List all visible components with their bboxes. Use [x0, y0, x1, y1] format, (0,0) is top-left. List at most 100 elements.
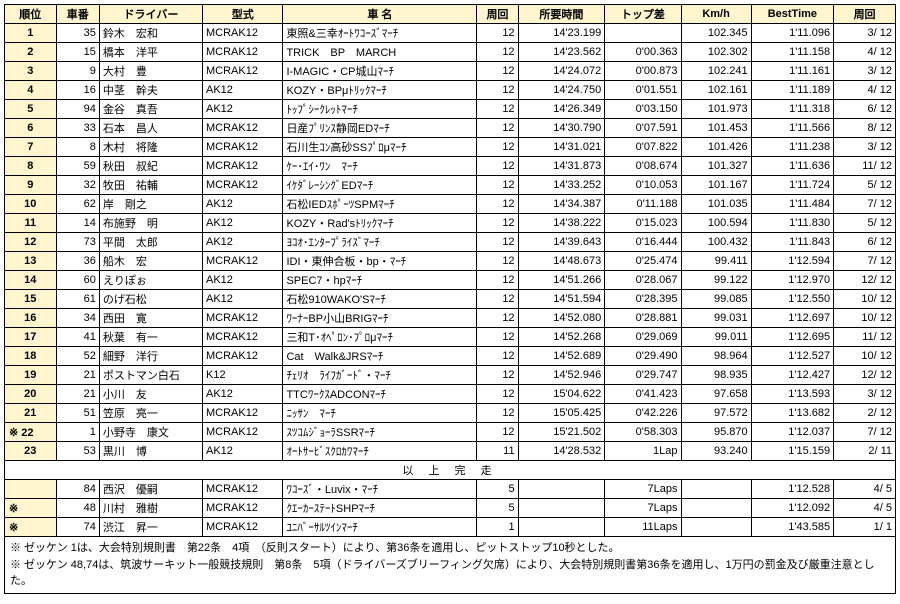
cell-driver: 川村 雅樹: [99, 499, 202, 518]
cell-best: 1'11.238: [751, 138, 834, 157]
table-row: 859秋田 叔紀MCRAK12ｹｰ･ｴｲ･ﾜﾝ ﾏｰﾁ1214'31.8730'…: [5, 157, 896, 176]
cell-gap: 0'11.188: [605, 195, 681, 214]
cell-bestlap: 1/ 1: [834, 518, 896, 537]
cell-time: 14'23.562: [518, 43, 605, 62]
cell-carname: TRICK BP MARCH: [283, 43, 477, 62]
cell-gap: 0'10.053: [605, 176, 681, 195]
cell-rank: 14: [5, 271, 57, 290]
cell-rank: 13: [5, 252, 57, 271]
cell-model: MCRAK12: [203, 518, 283, 537]
cell-kmh: 99.411: [681, 252, 751, 271]
cell-bestlap: 3/ 12: [834, 385, 896, 404]
cell-driver: 黒川 博: [99, 442, 202, 461]
cell-driver: のげ石松: [99, 290, 202, 309]
cell-bestlap: 12/ 12: [834, 366, 896, 385]
cell-gap: 7Laps: [605, 499, 681, 518]
cell-laps: 12: [477, 43, 518, 62]
cell-driver: 笠原 亮一: [99, 404, 202, 423]
cell-model: MCRAK12: [203, 480, 283, 499]
cell-carname: KOZY・BPμﾄﾘｯｸﾏｰﾁ: [283, 81, 477, 100]
cell-bestlap: 7/ 12: [834, 423, 896, 442]
cell-model: MCRAK12: [203, 252, 283, 271]
cell-bestlap: 7/ 12: [834, 195, 896, 214]
cell-best: 1'11.096: [751, 24, 834, 43]
note-line: ※ ゼッケン 1は、大会特別規則書 第22条 4項 （反則スタート）により、第3…: [10, 540, 890, 557]
cell-time: 15'04.622: [518, 385, 605, 404]
cell-best: 1'11.843: [751, 233, 834, 252]
note-line: ※ ゼッケン 48,74は、筑波サーキット一般競技規則 第8条 5項（ドライバー…: [10, 557, 890, 590]
table-row: 39大村 豊MCRAK12I-MAGIC・CP城山ﾏｰﾁ1214'24.0720…: [5, 62, 896, 81]
cell-kmh: 100.594: [681, 214, 751, 233]
cell-gap: 0'00.873: [605, 62, 681, 81]
cell-carno: 41: [56, 328, 99, 347]
cell-bestlap: 3/ 12: [834, 24, 896, 43]
cell-driver: 石本 昌人: [99, 119, 202, 138]
cell-gap: 7Laps: [605, 480, 681, 499]
cell-bestlap: 7/ 12: [834, 252, 896, 271]
cell-carname: ｵｰﾄｻｰﾋﾞｽｸﾛｶﾜﾏｰﾁ: [283, 442, 477, 461]
cell-kmh: [681, 518, 751, 537]
cell-laps: 5: [477, 480, 518, 499]
cell-carno: 84: [56, 480, 99, 499]
cell-best: 1'13.593: [751, 385, 834, 404]
cell-laps: 12: [477, 328, 518, 347]
cell-bestlap: 10/ 12: [834, 347, 896, 366]
cell-time: 14'52.946: [518, 366, 605, 385]
cell-time: 14'38.222: [518, 214, 605, 233]
cell-laps: 12: [477, 81, 518, 100]
cell-gap: 0'42.226: [605, 404, 681, 423]
cell-bestlap: 10/ 12: [834, 290, 896, 309]
cell-laps: 12: [477, 233, 518, 252]
table-row: 1273平間 太郎AK12ﾖｺｵ･ｴﾝﾀｰﾌﾟﾗｲｽﾞﾏｰﾁ1214'39.64…: [5, 233, 896, 252]
cell-rank: 19: [5, 366, 57, 385]
cell-laps: 11: [477, 442, 518, 461]
table-row: ※74渋江 昇一MCRAK12ﾕﾆﾊﾞｰｻﾙﾂｲﾝﾏｰﾁ111Laps1'43.…: [5, 518, 896, 537]
cell-rank: 23: [5, 442, 57, 461]
cell-kmh: 101.426: [681, 138, 751, 157]
cell-best: 1'12.697: [751, 309, 834, 328]
cell-laps: 12: [477, 157, 518, 176]
cell-gap: 0'29.747: [605, 366, 681, 385]
cell-driver: えりぽぉ: [99, 271, 202, 290]
cell-carno: 21: [56, 385, 99, 404]
cell-kmh: 98.964: [681, 347, 751, 366]
cell-laps: 12: [477, 138, 518, 157]
cell-rank: 4: [5, 81, 57, 100]
cell-kmh: 99.085: [681, 290, 751, 309]
cell-model: MCRAK12: [203, 62, 283, 81]
cell-best: 1'12.427: [751, 366, 834, 385]
separator-row: 以 上 完 走: [5, 461, 896, 480]
table-row: 2353黒川 博AK12ｵｰﾄｻｰﾋﾞｽｸﾛｶﾜﾏｰﾁ1114'28.5321L…: [5, 442, 896, 461]
cell-best: 1'15.159: [751, 442, 834, 461]
cell-model: AK12: [203, 385, 283, 404]
cell-carno: 51: [56, 404, 99, 423]
cell-rank: 6: [5, 119, 57, 138]
cell-laps: 12: [477, 290, 518, 309]
cell-gap: 0'29.069: [605, 328, 681, 347]
cell-driver: 秋葉 有一: [99, 328, 202, 347]
cell-kmh: 93.240: [681, 442, 751, 461]
cell-rank: 5: [5, 100, 57, 119]
cell-time: 14'52.080: [518, 309, 605, 328]
cell-laps: 5: [477, 499, 518, 518]
cell-carname: TTCﾜｰｸｽADCONﾏｰﾁ: [283, 385, 477, 404]
cell-carno: 53: [56, 442, 99, 461]
hdr-gap: トップ差: [605, 5, 681, 24]
cell-model: MCRAK12: [203, 176, 283, 195]
table-row: 633石本 昌人MCRAK12日産ﾌﾟﾘﾝｽ静岡EDﾏｰﾁ1214'30.790…: [5, 119, 896, 138]
cell-time: 14'28.532: [518, 442, 605, 461]
cell-best: 1'12.528: [751, 480, 834, 499]
cell-rank: ※ 22: [5, 423, 57, 442]
cell-laps: 12: [477, 214, 518, 233]
cell-model: AK12: [203, 290, 283, 309]
cell-model: MCRAK12: [203, 157, 283, 176]
cell-rank: [5, 480, 57, 499]
cell-driver: 西沢 優嗣: [99, 480, 202, 499]
cell-carname: ﾁｪﾘｵ ﾗｲﾌｶﾞｰﾄﾞ・ﾏｰﾁ: [283, 366, 477, 385]
cell-kmh: 102.302: [681, 43, 751, 62]
cell-carname: 日産ﾌﾟﾘﾝｽ静岡EDﾏｰﾁ: [283, 119, 477, 138]
cell-time: 14'39.643: [518, 233, 605, 252]
cell-time: 14'24.072: [518, 62, 605, 81]
cell-rank: 3: [5, 62, 57, 81]
table-row: 2021小川 友AK12TTCﾜｰｸｽADCONﾏｰﾁ1215'04.6220'…: [5, 385, 896, 404]
